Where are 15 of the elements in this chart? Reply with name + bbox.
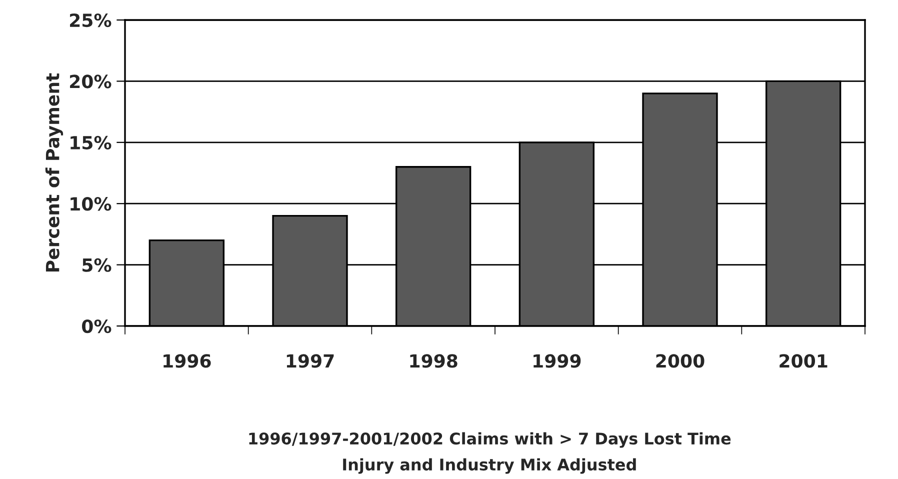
y-tick-label: 15%	[70, 136, 112, 150]
x-tick-label: 1999	[534, 354, 581, 368]
x-tick-label: 2001	[780, 354, 828, 368]
x-tick-label: 1998	[410, 354, 458, 368]
text: 1996/1997-2001/2002 Claims with > 7 Days Lost Time	[249, 432, 731, 448]
text: Injury and Industry Mix Adjusted	[343, 458, 636, 474]
x-tick-label: 2000	[656, 354, 704, 368]
y-axis-title: Percent of Payment	[45, 73, 64, 272]
x-tick-label: 1997	[286, 354, 334, 368]
y-tick-label: 5%	[82, 258, 112, 272]
y-tick-label: 10%	[70, 197, 112, 211]
y-tick-label: 25%	[70, 13, 112, 28]
y-tick-label: 0%	[82, 319, 112, 334]
y-tick-label: 20%	[70, 74, 112, 88]
x-tick-label: 1996	[164, 354, 211, 368]
